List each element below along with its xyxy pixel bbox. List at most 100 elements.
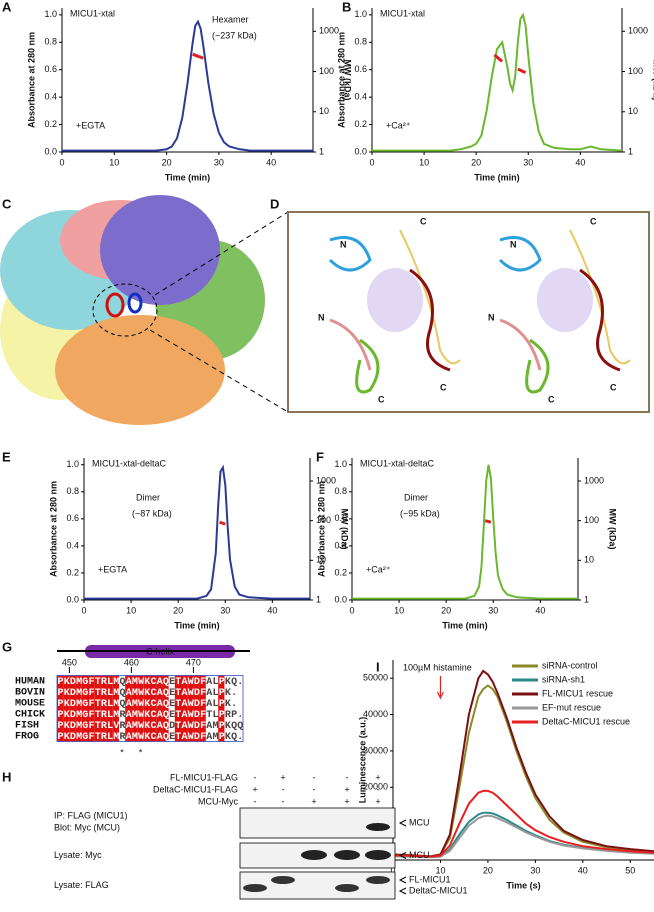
conserved-block: [69, 675, 76, 687]
conserved-block: [69, 697, 76, 709]
conserved-block: [106, 719, 113, 731]
conserved-block: [193, 697, 200, 709]
conserved-block: [131, 675, 138, 687]
panel-label: I: [376, 659, 380, 674]
chart-title: MICU1-xtal: [70, 8, 115, 18]
band: [301, 850, 327, 860]
annotation: (~237 kDa): [212, 30, 257, 40]
lane-sign: +: [344, 784, 349, 794]
structure-label: N: [318, 312, 325, 322]
structure-label: C: [548, 394, 555, 404]
band-arrow: [398, 819, 407, 827]
conserved-block: [75, 686, 82, 698]
conserved-block: [174, 719, 181, 731]
sequence: PKDMGFTRLMQAMWKCAQETAWDFALPK.: [58, 699, 238, 710]
lane-sign: +: [375, 772, 380, 782]
lane-sign: +: [311, 796, 316, 806]
structure-overview: [0, 195, 289, 425]
conserved-block: [218, 697, 225, 709]
y2-tick-label: 1000: [628, 26, 648, 36]
chart-title: MICU1-xtal-deltaC: [92, 458, 167, 468]
lane-sign: -: [346, 772, 349, 782]
y-tick-label: 1.0: [354, 9, 367, 19]
x-tick-label: 30: [530, 865, 540, 875]
y-axis-label: Absorbance at 280 nm: [26, 32, 36, 128]
y-tick-label: 0.6: [44, 64, 57, 74]
conserved-block: [199, 697, 206, 709]
conserved-block: [156, 675, 163, 687]
conserved-block: [162, 719, 169, 731]
y2-tick-label: 10: [319, 106, 329, 116]
conserved-block: [125, 708, 132, 720]
conserved-block: [150, 708, 157, 720]
annotation: +Ca²⁺: [386, 120, 411, 130]
conserved-block: [106, 697, 113, 709]
conserved-block: [193, 708, 200, 720]
panel-label: C: [2, 196, 12, 211]
residue-number: 470: [186, 657, 201, 667]
band: [365, 850, 391, 860]
trace-line: [352, 464, 578, 600]
conserved-block: [150, 675, 157, 687]
y-tick-label: 0.6: [354, 64, 367, 74]
conserved-block: [162, 675, 169, 687]
y2-tick-label: 1: [628, 146, 633, 156]
structure-label: C: [440, 382, 447, 392]
conserved-block: [63, 675, 70, 687]
conserved-block: [174, 730, 181, 742]
residue-number: 460: [124, 657, 139, 667]
conserved-block: [187, 675, 194, 687]
legend-label: EF-mut rescue: [542, 702, 601, 712]
y-tick-label: 0.2: [334, 567, 347, 577]
species: BOVIN: [15, 688, 45, 699]
band: [366, 876, 390, 884]
conserved-block: [81, 708, 88, 720]
band-label: MCU: [409, 850, 430, 860]
structure-label: C: [378, 394, 385, 404]
band-arrow: [398, 876, 407, 884]
conserved-block: [112, 697, 119, 709]
blot-label: IP: FLAG (MICU1): [54, 810, 128, 820]
x-axis-label: Time (min): [165, 172, 210, 182]
species: FROG: [15, 732, 39, 743]
structure-label: N: [340, 239, 347, 249]
structure-label: N: [510, 239, 517, 249]
x-axis-label: Time (min): [442, 620, 487, 630]
x-axis-label: Time (min): [474, 172, 519, 182]
conserved-block: [218, 675, 225, 687]
lane-sign: -: [254, 796, 257, 806]
species: HUMAN: [15, 677, 45, 688]
band-label: MCU: [409, 817, 430, 827]
lane-sign: -: [282, 784, 285, 794]
y2-tick-label: 100: [319, 66, 334, 76]
y-tick-label: 0.4: [334, 540, 347, 550]
y-tick-label: 0.8: [44, 37, 57, 47]
x-axis-label: Time (s): [506, 880, 540, 890]
band: [334, 850, 360, 860]
chart-title: MICU1-xtal-deltaC: [360, 458, 435, 468]
conserved-block: [137, 697, 144, 709]
y2-tick-label: 100: [628, 66, 643, 76]
band: [243, 884, 267, 892]
x-tick-label: 0: [59, 157, 64, 167]
conserved-block: [57, 675, 64, 687]
x-tick-label: 40: [266, 157, 276, 167]
x-tick-label: 0: [81, 605, 86, 615]
y-tick-label: 0.8: [334, 486, 347, 496]
conserved-block: [125, 730, 132, 742]
conserved-block: [181, 686, 188, 698]
conserved-block: [162, 697, 169, 709]
annotation: Dimer: [404, 492, 428, 502]
y-tick-label: 30000: [363, 745, 388, 755]
conserved-block: [150, 697, 157, 709]
mw-line: [484, 519, 492, 524]
y-tick-label: 0.6: [334, 513, 347, 523]
x-tick-label: 20: [471, 157, 481, 167]
y-tick-label: 1.0: [334, 459, 347, 469]
conserved-block: [69, 686, 76, 698]
band-arrow: [398, 887, 407, 895]
panel-label: D: [270, 196, 279, 211]
conserved-block: [100, 675, 107, 687]
x-tick-label: 20: [441, 605, 451, 615]
conserved-block: [199, 730, 206, 742]
